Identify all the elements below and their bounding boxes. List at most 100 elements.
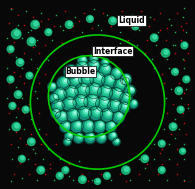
Circle shape	[90, 107, 102, 119]
Circle shape	[56, 172, 63, 179]
Circle shape	[98, 85, 113, 100]
Circle shape	[108, 76, 113, 82]
Circle shape	[102, 64, 110, 73]
Circle shape	[78, 56, 87, 65]
Circle shape	[68, 74, 82, 88]
Circle shape	[124, 78, 129, 83]
Circle shape	[125, 79, 128, 82]
Circle shape	[81, 120, 95, 133]
Circle shape	[82, 98, 84, 101]
Circle shape	[19, 155, 25, 162]
Circle shape	[64, 168, 68, 171]
Circle shape	[66, 124, 68, 125]
Circle shape	[132, 89, 133, 90]
Circle shape	[103, 59, 108, 64]
Circle shape	[66, 108, 80, 122]
Circle shape	[113, 138, 120, 146]
Circle shape	[111, 132, 116, 138]
Circle shape	[74, 76, 79, 82]
Circle shape	[112, 133, 115, 136]
Circle shape	[88, 61, 99, 72]
Circle shape	[81, 107, 90, 116]
Circle shape	[53, 95, 57, 99]
Circle shape	[99, 133, 105, 140]
Circle shape	[64, 139, 70, 145]
Circle shape	[175, 87, 183, 94]
Circle shape	[54, 109, 60, 115]
Circle shape	[106, 173, 109, 177]
Circle shape	[7, 46, 14, 53]
Circle shape	[158, 140, 165, 147]
Circle shape	[112, 111, 124, 123]
Circle shape	[48, 82, 57, 91]
Circle shape	[113, 112, 123, 122]
Circle shape	[78, 123, 80, 125]
Circle shape	[84, 132, 96, 144]
Circle shape	[59, 103, 61, 105]
Text: Liquid: Liquid	[118, 16, 145, 25]
Circle shape	[161, 49, 170, 57]
Circle shape	[125, 86, 134, 96]
Circle shape	[74, 96, 87, 108]
Circle shape	[50, 83, 56, 89]
Circle shape	[53, 85, 54, 86]
Circle shape	[121, 75, 131, 84]
Circle shape	[77, 62, 88, 74]
Circle shape	[160, 168, 164, 171]
Circle shape	[72, 75, 81, 84]
Circle shape	[185, 77, 189, 80]
Circle shape	[101, 134, 105, 138]
Circle shape	[108, 112, 110, 114]
Circle shape	[97, 74, 102, 80]
Circle shape	[52, 109, 60, 118]
Circle shape	[12, 122, 20, 131]
Circle shape	[70, 120, 83, 133]
Circle shape	[180, 148, 186, 154]
Circle shape	[57, 89, 65, 97]
Circle shape	[64, 85, 78, 100]
Circle shape	[113, 134, 115, 135]
Circle shape	[104, 88, 110, 93]
Circle shape	[117, 91, 120, 93]
Circle shape	[125, 76, 129, 80]
Circle shape	[57, 101, 62, 106]
Circle shape	[52, 94, 58, 100]
Circle shape	[89, 123, 91, 125]
Circle shape	[65, 132, 74, 141]
Circle shape	[61, 113, 66, 118]
Circle shape	[93, 85, 99, 91]
Circle shape	[116, 112, 123, 120]
Circle shape	[51, 108, 61, 118]
Circle shape	[127, 87, 136, 95]
Circle shape	[80, 56, 86, 62]
Circle shape	[65, 123, 69, 127]
Circle shape	[64, 65, 78, 79]
Circle shape	[74, 121, 82, 129]
Circle shape	[177, 106, 184, 113]
Circle shape	[51, 84, 55, 87]
Circle shape	[112, 124, 113, 125]
Circle shape	[82, 121, 94, 132]
Circle shape	[105, 121, 116, 132]
Circle shape	[74, 112, 76, 114]
Circle shape	[66, 98, 75, 107]
Circle shape	[79, 84, 88, 94]
Circle shape	[89, 134, 94, 138]
Circle shape	[183, 76, 190, 83]
Circle shape	[58, 77, 69, 89]
Circle shape	[83, 58, 85, 60]
Circle shape	[103, 75, 115, 87]
Circle shape	[131, 100, 137, 106]
Circle shape	[129, 87, 133, 91]
Circle shape	[28, 73, 32, 77]
Circle shape	[69, 75, 81, 87]
Circle shape	[58, 173, 62, 177]
Circle shape	[101, 58, 109, 67]
Circle shape	[100, 98, 109, 107]
Circle shape	[118, 113, 122, 118]
Circle shape	[60, 121, 71, 132]
Circle shape	[85, 121, 93, 129]
Circle shape	[70, 67, 76, 72]
Circle shape	[141, 155, 149, 163]
Circle shape	[124, 85, 135, 96]
